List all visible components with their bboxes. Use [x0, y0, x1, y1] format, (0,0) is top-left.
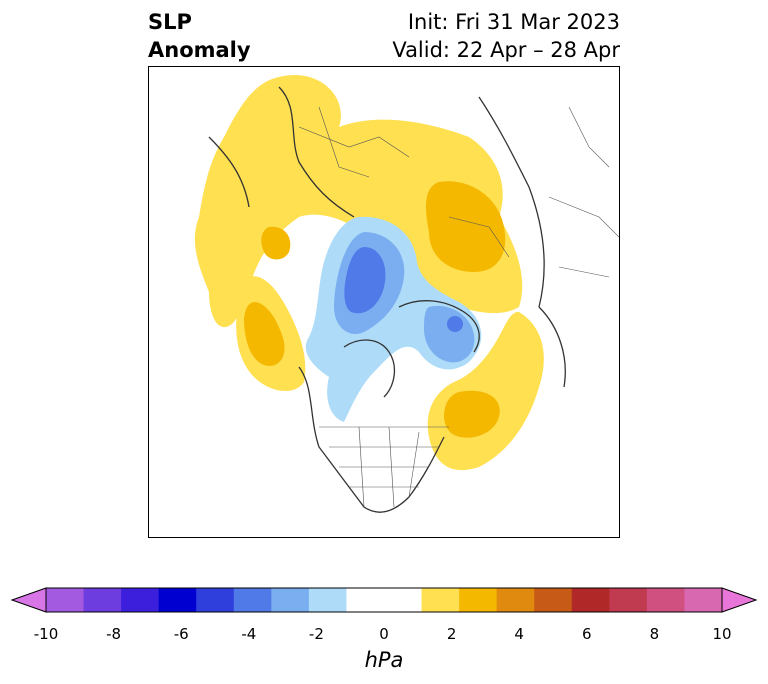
anomaly-positive-europe — [194, 75, 523, 328]
colorbar-cell — [196, 588, 235, 612]
colorbar-tick-label: 6 — [582, 625, 592, 643]
colorbar-cell — [609, 588, 648, 612]
colorbar-tick-label: 2 — [446, 625, 457, 643]
coastlines — [208, 86, 566, 513]
colorbar-cell — [571, 588, 610, 612]
colorbar-tick-label: 8 — [649, 625, 660, 643]
colorbar-cell — [646, 588, 685, 612]
colorbar-tick-label: -6 — [173, 625, 189, 643]
colorbar-cell — [308, 588, 347, 612]
colorbar-tick-label: 10 — [712, 625, 732, 643]
colorbar-cell — [384, 588, 423, 612]
colorbar-cell — [496, 588, 535, 612]
colorbar-cell — [158, 588, 197, 612]
colorbar-cell — [271, 588, 310, 612]
colorbar-cell — [121, 588, 160, 612]
valid-range: Valid: 22 Apr – 28 Apr — [392, 38, 620, 62]
colorbar-tick-label: -10 — [33, 625, 59, 643]
title-variable: SLP — [148, 10, 192, 34]
init-date: Init: Fri 31 Mar 2023 — [407, 10, 620, 34]
map-panel — [148, 66, 620, 538]
anomaly-positive-nsea — [261, 226, 291, 260]
anomaly-positive-pacific-core — [244, 302, 285, 366]
political-borders — [298, 106, 619, 508]
colorbar-tick-label: -4 — [241, 625, 257, 643]
anomaly-negative-greenland-core — [447, 316, 463, 332]
colorbar-under-arrow — [10, 587, 47, 613]
colorbar-frame — [45, 587, 723, 613]
map-svg — [194, 75, 619, 513]
colorbar-cell — [83, 588, 122, 612]
anomaly-positive-atlantic-core — [443, 390, 500, 438]
title-right: Init: Fri 31 Mar 2023 Valid: 22 Apr – 28… — [392, 8, 620, 64]
title-variable-sub: Anomaly — [148, 38, 251, 62]
colorbar-label: hPa — [364, 648, 404, 672]
anomaly-positive-russia-core — [426, 181, 506, 272]
colorbar-tick-label: 0 — [379, 625, 389, 643]
colorbar-cell — [46, 588, 85, 612]
title-left: SLP Anomaly — [148, 8, 251, 64]
anomaly-negative-arctic-core — [344, 247, 386, 314]
colorbar-cell — [346, 588, 385, 612]
colorbar-cell — [421, 588, 460, 612]
colorbar-over-arrow — [721, 587, 758, 613]
colorbar-cell — [459, 588, 498, 612]
colorbar-cell — [534, 588, 573, 612]
colorbar-tick-label: -2 — [308, 625, 324, 643]
colorbar-tick-label: 4 — [514, 625, 524, 643]
colorbar-cell — [684, 588, 723, 612]
colorbar-cell — [233, 588, 272, 612]
colorbar-tick-label: -8 — [106, 625, 122, 643]
colorbar — [10, 587, 758, 613]
